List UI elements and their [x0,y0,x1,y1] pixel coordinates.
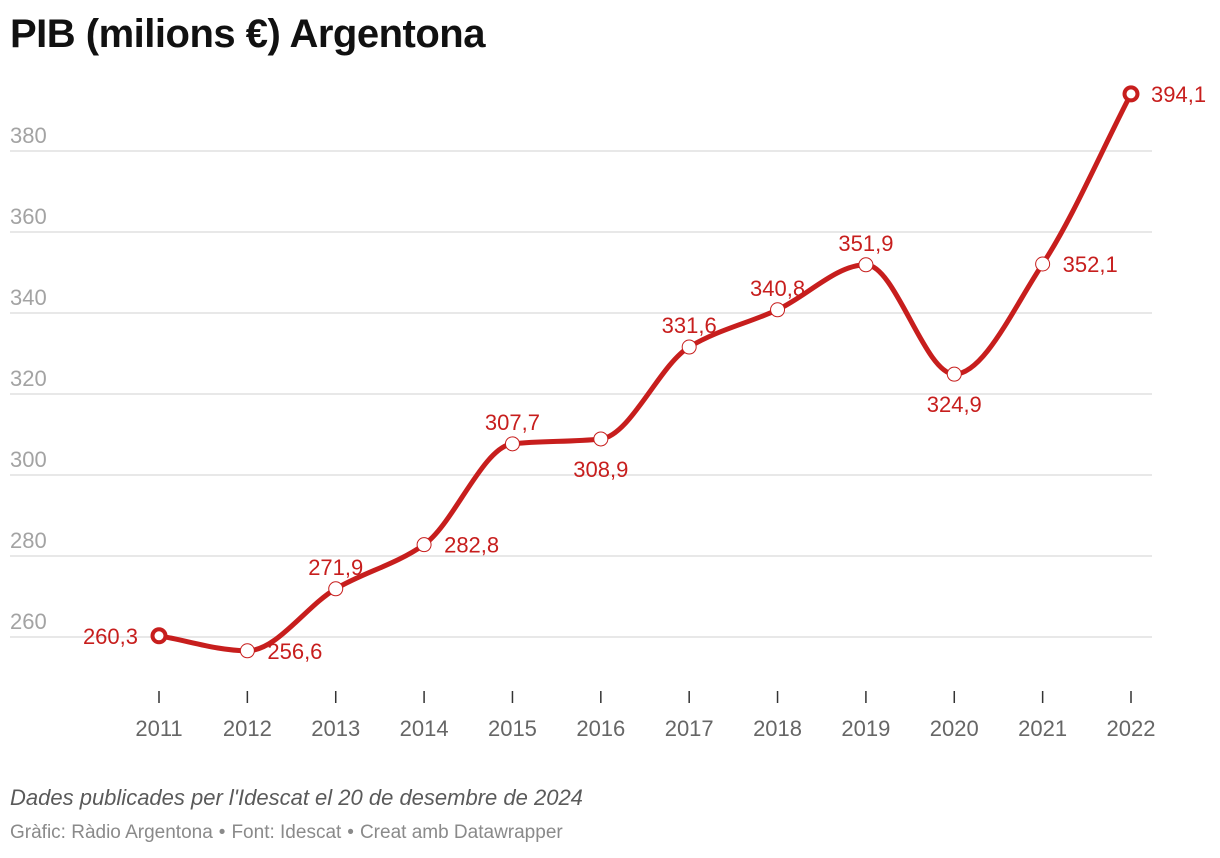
y-tick-label-260: 260 [10,609,47,634]
data-label-2019: 351,9 [838,231,893,256]
data-label-2020: 324,9 [927,392,982,417]
data-series [150,85,1140,659]
footer-graphic-credit: Gràfic: Ràdio Argentona [10,822,213,843]
x-tick-label-2013: 2013 [311,716,360,741]
series-line [156,91,1134,654]
x-tick-label-2012: 2012 [223,716,272,741]
data-point-2014 [416,537,432,553]
data-point-2020 [946,366,962,382]
x-tick-label-2011: 2011 [135,716,182,741]
data-point-2021 [1035,256,1051,272]
x-axis: 2011 2012 2013 2014 2015 2016 2017 2018 2019 2020… [135,691,1155,741]
data-point-2017 [681,339,697,355]
data-point-2022 [1122,85,1140,103]
data-point-2015 [504,436,520,452]
data-label-2018: 340,8 [750,276,805,301]
data-point-2013 [328,581,344,597]
data-label-2016: 308,9 [573,457,628,482]
data-point-2019 [858,257,874,273]
y-axis-ticks: 260 280 300 320 340 360 380 [10,123,47,634]
x-tick-label-2021: 2021 [1018,716,1067,741]
x-tick-label-2015: 2015 [488,716,537,741]
data-label-2011: 260,3 [83,624,138,649]
footer-separator: • [347,822,354,843]
x-tick-label-2019: 2019 [841,716,890,741]
chart-title: PIB (milions €) Argentona [10,12,485,56]
data-label-2012: 256,6 [267,639,322,664]
x-tick-label-2014: 2014 [400,716,449,741]
data-point-2012 [239,643,255,659]
x-tick-label-2016: 2016 [576,716,625,741]
data-label-2017: 331,6 [662,313,717,338]
footer-source: Font: Idescat [231,822,342,843]
data-label-2022: 394,1 [1151,82,1206,107]
data-point-2018 [770,302,786,318]
y-tick-label-300: 300 [10,447,47,472]
data-label-2013: 271,9 [308,555,363,580]
footer-tool-credit: Creat amb Datawrapper [359,822,563,843]
data-label-2021: 352,1 [1063,252,1118,277]
y-tick-label-360: 360 [10,204,47,229]
y-tick-label-280: 280 [10,528,47,553]
y-tick-label-380: 380 [10,123,47,148]
x-tick-label-2020: 2020 [930,716,979,741]
x-tick-label-2017: 2017 [665,716,714,741]
x-tick-label-2018: 2018 [753,716,802,741]
chart-notes: Dades publicades per l'Idescat el 20 de … [10,785,583,810]
chart-footer: Gràfic: Ràdio Argentona • Font: Idescat • Cr… [10,822,563,844]
gridlines [10,150,1152,638]
y-tick-label-320: 320 [10,366,47,391]
data-point-2011 [150,627,168,645]
data-labels: 260,3 256,6 271,9 282,8 307,7 308,9 331,6 340,8… [83,82,1206,664]
x-tick-label-2022: 2022 [1107,716,1156,741]
footer-separator: • [218,822,226,843]
data-point-2016 [593,431,609,447]
data-label-2015: 307,7 [485,410,540,435]
data-label-2014: 282,8 [444,533,499,558]
y-tick-label-340: 340 [10,285,47,310]
